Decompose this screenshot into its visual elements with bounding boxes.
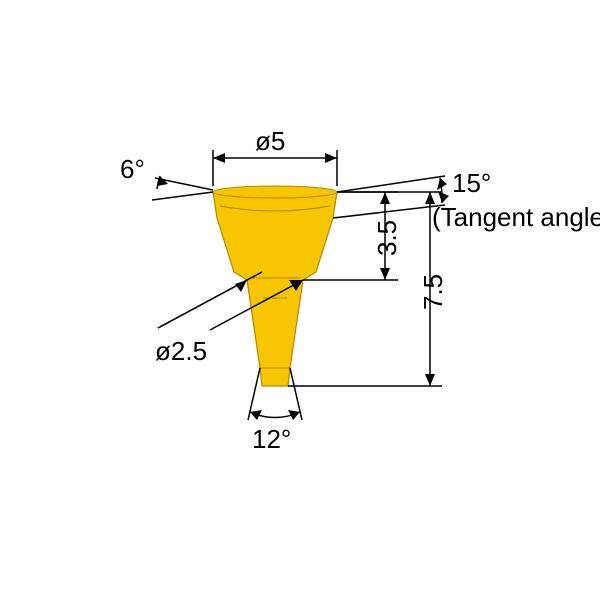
- label-bottom-diameter: ø2.5: [155, 336, 207, 366]
- label-tangent: (Tangent angle: [432, 202, 600, 232]
- label-top-diameter: ø5: [255, 126, 285, 156]
- label-right-angle: 15°: [452, 168, 491, 198]
- label-left-angle: 6°: [120, 154, 145, 184]
- label-height-short: 3.5: [372, 220, 402, 256]
- dim-top-diameter: ø5: [213, 126, 337, 186]
- label-bottom-angle: 12°: [252, 424, 291, 454]
- label-height-full: 7.5: [418, 274, 448, 310]
- dim-left-angle: 6°: [120, 154, 213, 200]
- tool-insert-body: [213, 186, 337, 386]
- technical-drawing: ø5 6° 15° (Tangent angle 3.5 7.5: [0, 0, 600, 600]
